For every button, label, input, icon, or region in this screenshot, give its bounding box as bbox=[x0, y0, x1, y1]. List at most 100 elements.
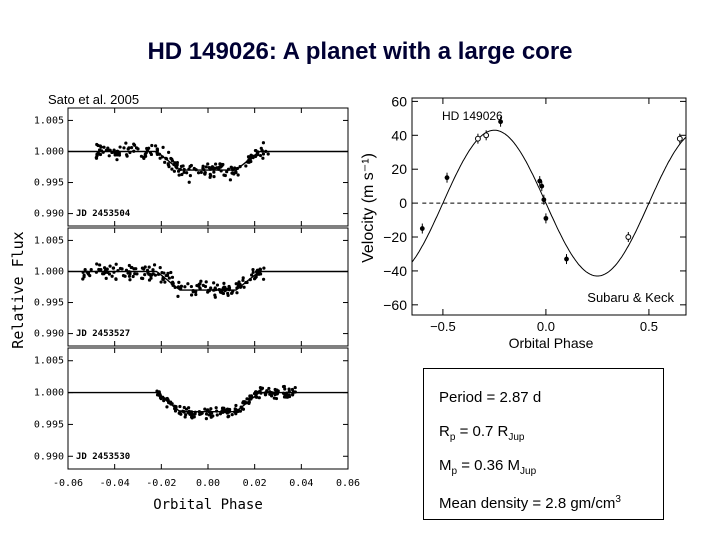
flux-point bbox=[276, 389, 280, 393]
flux-point bbox=[208, 172, 212, 176]
flux-point bbox=[185, 171, 189, 175]
flux-point bbox=[230, 412, 234, 417]
flux-point bbox=[226, 291, 230, 295]
flux-point bbox=[241, 276, 245, 280]
rv-point-keck bbox=[419, 226, 425, 231]
julian-date-label: JD 2453504 bbox=[76, 209, 131, 219]
y-tick-label: 1.005 bbox=[34, 356, 64, 367]
flux-point bbox=[117, 151, 121, 155]
flux-point bbox=[110, 274, 114, 278]
flux-point bbox=[176, 294, 180, 298]
flux-point bbox=[89, 267, 93, 272]
planet-parameters-box: Period = 2.87 d Rp = 0.7 RJup Mp = 0.36 … bbox=[423, 368, 664, 520]
flux-point bbox=[190, 416, 194, 420]
transit-model-line bbox=[68, 150, 348, 171]
flux-point bbox=[128, 278, 132, 282]
flux-point bbox=[128, 272, 132, 276]
flux-point bbox=[293, 385, 297, 390]
flux-point bbox=[235, 291, 239, 295]
flux-point bbox=[206, 162, 210, 166]
flux-point bbox=[199, 279, 203, 283]
y-tick-label: 1.000 bbox=[34, 388, 64, 399]
flux-point bbox=[213, 295, 217, 299]
flux-point bbox=[283, 387, 287, 391]
rv-x-tick-label: 0.5 bbox=[640, 319, 658, 334]
flux-point bbox=[204, 165, 208, 169]
flux-point bbox=[123, 274, 127, 278]
flux-point bbox=[108, 264, 112, 268]
flux-point bbox=[261, 277, 266, 281]
flux-point bbox=[209, 286, 213, 290]
flux-point bbox=[266, 152, 270, 156]
rv-y-tick-label: 0 bbox=[399, 195, 407, 211]
flux-point bbox=[111, 266, 115, 270]
flux-point bbox=[225, 170, 229, 174]
rv-chart-title: HD 149026 bbox=[442, 109, 503, 123]
flux-point bbox=[126, 147, 130, 151]
rv-point-keck bbox=[444, 175, 450, 181]
transit-model-line bbox=[68, 391, 348, 413]
flux-point bbox=[199, 170, 203, 175]
y-tick-label: 0.990 bbox=[34, 451, 64, 462]
flux-point bbox=[203, 284, 208, 289]
flux-point bbox=[204, 280, 208, 284]
flux-point bbox=[163, 280, 167, 284]
rv-point-subaru bbox=[676, 135, 683, 142]
flux-point bbox=[189, 293, 194, 297]
flux-point bbox=[165, 405, 169, 409]
flux-point bbox=[259, 387, 264, 391]
flux-point bbox=[212, 281, 216, 285]
rv-y-tick-label: 60 bbox=[391, 93, 407, 109]
flux-point bbox=[143, 273, 147, 277]
flux-point bbox=[125, 154, 129, 158]
y-tick-label: 0.995 bbox=[34, 178, 64, 189]
flux-point bbox=[158, 266, 162, 270]
flux-point bbox=[132, 143, 137, 147]
flux-point bbox=[241, 400, 246, 404]
x-tick-label: 0.00 bbox=[196, 478, 220, 489]
flux-point bbox=[245, 397, 249, 401]
flux-point bbox=[170, 275, 175, 279]
flux-point bbox=[175, 161, 179, 165]
flux-point bbox=[226, 415, 230, 419]
x-axis-label: Orbital Phase bbox=[153, 497, 263, 513]
flux-point bbox=[272, 396, 276, 400]
flux-point bbox=[182, 170, 186, 174]
transit-model-line bbox=[68, 270, 348, 291]
rv-frame bbox=[411, 97, 687, 316]
flux-point bbox=[163, 160, 167, 164]
flux-point bbox=[124, 141, 128, 145]
flux-point bbox=[182, 405, 186, 410]
flux-point bbox=[139, 276, 144, 280]
flux-point bbox=[254, 149, 258, 153]
flux-point bbox=[204, 412, 209, 416]
flux-point bbox=[244, 164, 248, 168]
flux-point bbox=[179, 412, 183, 416]
x-tick-label: -0.02 bbox=[146, 478, 176, 489]
rv-y-tick-label: 40 bbox=[391, 127, 407, 143]
flux-point bbox=[122, 146, 126, 150]
flux-point bbox=[186, 282, 190, 286]
mass-text: Mp = 0.36 MJup bbox=[439, 457, 537, 477]
flux-point bbox=[188, 164, 192, 169]
flux-point bbox=[250, 273, 254, 277]
rv-y-tick-label: 20 bbox=[391, 161, 407, 177]
flux-point bbox=[97, 152, 101, 156]
flux-point bbox=[155, 147, 159, 152]
flux-point bbox=[115, 158, 119, 162]
flux-point bbox=[134, 146, 139, 150]
x-tick-label: -0.04 bbox=[100, 478, 130, 489]
flux-point bbox=[96, 143, 100, 148]
rv-point-keck bbox=[537, 178, 543, 184]
rv-point-subaru bbox=[475, 135, 481, 142]
rv-y-tick-label: −20 bbox=[383, 229, 407, 245]
flux-point bbox=[282, 384, 286, 389]
flux-point bbox=[147, 265, 151, 269]
flux-point bbox=[241, 278, 245, 282]
flux-point bbox=[214, 406, 218, 410]
flux-point bbox=[287, 393, 291, 397]
y-tick-label: 0.995 bbox=[34, 419, 64, 430]
flux-point bbox=[188, 174, 192, 178]
flux-point bbox=[183, 285, 187, 289]
flux-point bbox=[254, 275, 258, 279]
